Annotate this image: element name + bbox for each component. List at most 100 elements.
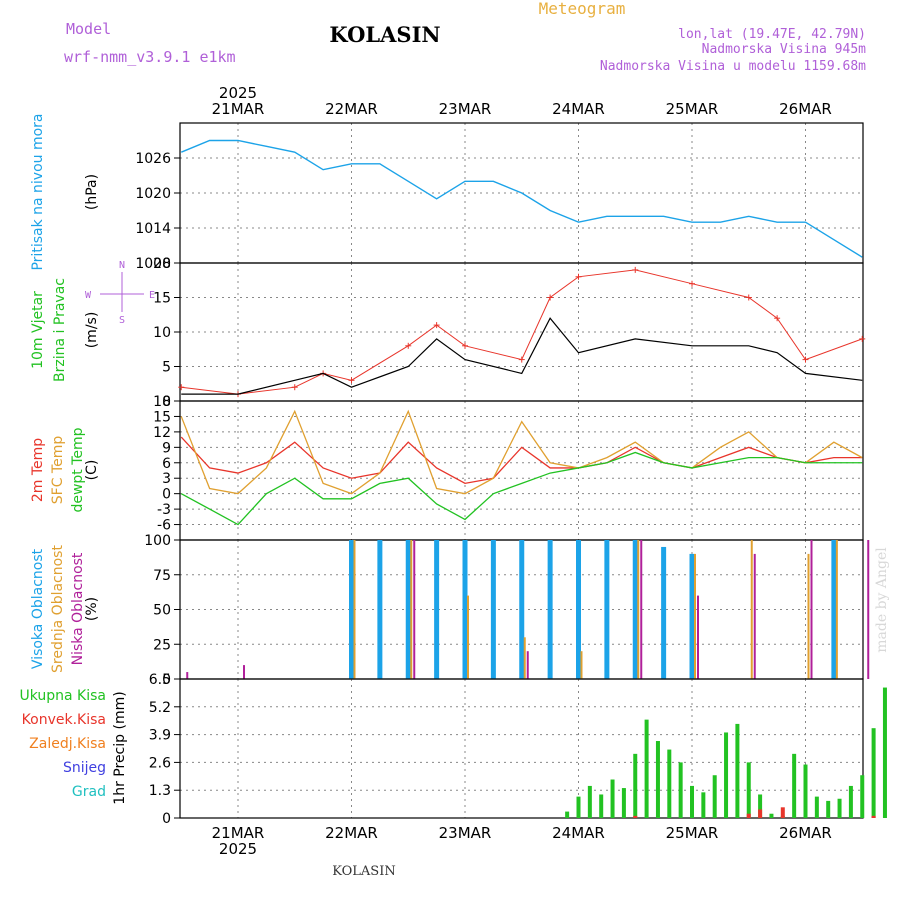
wind-ylabel: 10m Vjetar — [30, 291, 46, 369]
cloud-bar — [689, 553, 695, 679]
precip-bar — [871, 728, 876, 818]
y-tick-label: 15 — [153, 291, 171, 307]
precip-bar — [565, 811, 570, 818]
top-day-label: 21MAR — [212, 100, 265, 118]
precip-bar — [780, 807, 785, 818]
precip-bar — [871, 815, 876, 818]
y-tick-label: 5.2 — [149, 700, 171, 716]
cloud-bar — [807, 553, 810, 679]
cloud-bar — [753, 553, 756, 679]
precip-bar — [644, 719, 649, 818]
y-tick-label: -3 — [157, 502, 171, 518]
top-day-label: 23MAR — [439, 100, 492, 118]
bottom-day-label: 26MAR — [779, 824, 832, 842]
wind-panel: 0 5 10 15 20 — [153, 256, 866, 410]
precip-bar — [712, 775, 717, 818]
y-tick-label: 50 — [153, 603, 171, 619]
elevation-label: Nadmorska Visina 945m — [702, 42, 867, 57]
precip-bar — [576, 796, 581, 818]
cloud-series-label: Visoka Oblacnost — [30, 548, 46, 669]
cloud-bar — [835, 540, 838, 679]
cloud-bar — [810, 540, 813, 679]
compass-w: W — [85, 290, 92, 301]
footer-station: KOLASIN — [332, 864, 395, 879]
y-tick-label: 25 — [153, 637, 171, 653]
precip-bar — [655, 741, 660, 818]
bottom-day-label: 24MAR — [552, 824, 605, 842]
y-tick-label: 5 — [162, 360, 171, 376]
precip-unit: 1hr Precip (mm) — [112, 691, 128, 804]
cloud-bar — [462, 540, 468, 679]
meteogram-title: Meteogram — [539, 0, 626, 18]
cloud-bar — [576, 540, 581, 679]
precip-bar — [758, 794, 763, 818]
top-day-labels: 21MAR 22MAR 23MAR 24MAR 25MAR 26MAR — [212, 100, 832, 118]
top-day-label: 25MAR — [666, 100, 719, 118]
temp-series-label: dewpt Temp — [70, 427, 86, 512]
precip-bar — [610, 779, 615, 818]
precip-bar — [587, 785, 592, 818]
cloud-bar — [697, 595, 699, 679]
y-tick-label: 6 — [162, 456, 171, 472]
compass-rose: N S E W — [85, 260, 155, 326]
precip-panel: 0 1.3 2.6 3.9 5.2 6.5 — [149, 672, 887, 827]
precip-legend-entry: Ukupna Kisa — [19, 688, 106, 704]
precip-bar — [848, 785, 853, 818]
precip-bar — [701, 792, 706, 818]
precip-legend: Ukupna Kisa Konvek.Kisa Zaledj.Kisa Snijeg G… — [19, 688, 106, 800]
coords-label: lon,lat (19.47E, 42.79N) — [678, 27, 866, 42]
cloud-bar — [637, 540, 640, 679]
precip-bar — [690, 785, 694, 818]
cloud-bar — [750, 540, 753, 679]
watermark: made by Angel — [874, 547, 890, 653]
temp-series-label: SFC Temp — [50, 436, 66, 505]
compass-e: E — [149, 290, 155, 301]
precip-bar — [792, 753, 797, 818]
precip-bar — [667, 749, 672, 818]
y-tick-label: 0 — [162, 811, 171, 827]
precip-bar — [746, 762, 751, 818]
precip-bar — [814, 796, 819, 818]
cloud-bar — [413, 540, 416, 679]
y-tick-label: 3 — [162, 471, 171, 487]
top-day-label: 24MAR — [552, 100, 605, 118]
cloud-bar — [526, 651, 529, 679]
cloud-bar — [694, 553, 696, 679]
wind-unit: (m/s) — [84, 312, 100, 349]
precip-bar — [678, 762, 683, 818]
temp-series-line — [180, 409, 863, 495]
panel-frame — [179, 678, 864, 819]
cloud-bar — [867, 540, 870, 679]
y-tick-label: 75 — [153, 568, 171, 584]
top-day-label: 26MAR — [779, 100, 832, 118]
top-year-label: 2025 — [219, 84, 257, 102]
cloud-series-label: Niska Oblacnost — [70, 552, 86, 665]
precip-legend-entry: Snijeg — [63, 760, 106, 776]
y-tick-label: 1020 — [135, 186, 171, 202]
y-tick-label: 9 — [162, 440, 171, 456]
precip-bar — [860, 775, 865, 818]
y-tick-label: -6 — [157, 518, 171, 534]
y-tick-label: 12 — [153, 425, 171, 441]
precip-bar — [882, 687, 887, 818]
cloud-bar — [467, 595, 469, 679]
temp-series-line — [180, 451, 863, 526]
precip-legend-entry: Konvek.Kisa — [22, 712, 106, 728]
y-tick-label: 0 — [162, 394, 171, 410]
precip-bar — [621, 788, 626, 818]
cloud-unit: (%) — [84, 597, 100, 621]
cloud-bar — [661, 546, 667, 679]
speed-line — [181, 317, 863, 395]
cloud-bar — [490, 540, 496, 679]
pressure-unit: (hPa) — [84, 174, 100, 210]
top-day-label: 22MAR — [325, 100, 378, 118]
bottom-day-label: 25MAR — [666, 824, 719, 842]
precip-legend-entry: Grad — [72, 784, 106, 800]
y-tick-label: 1.3 — [149, 783, 171, 799]
precip-bar — [758, 809, 763, 818]
y-tick-label: 2.6 — [149, 755, 171, 771]
precip-bar — [826, 800, 831, 818]
precip-bar — [735, 723, 740, 818]
cloud-series-label: Srednja Oblacnost — [50, 545, 66, 673]
